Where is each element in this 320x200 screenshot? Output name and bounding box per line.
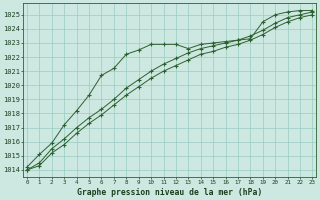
X-axis label: Graphe pression niveau de la mer (hPa): Graphe pression niveau de la mer (hPa) (77, 188, 262, 197)
